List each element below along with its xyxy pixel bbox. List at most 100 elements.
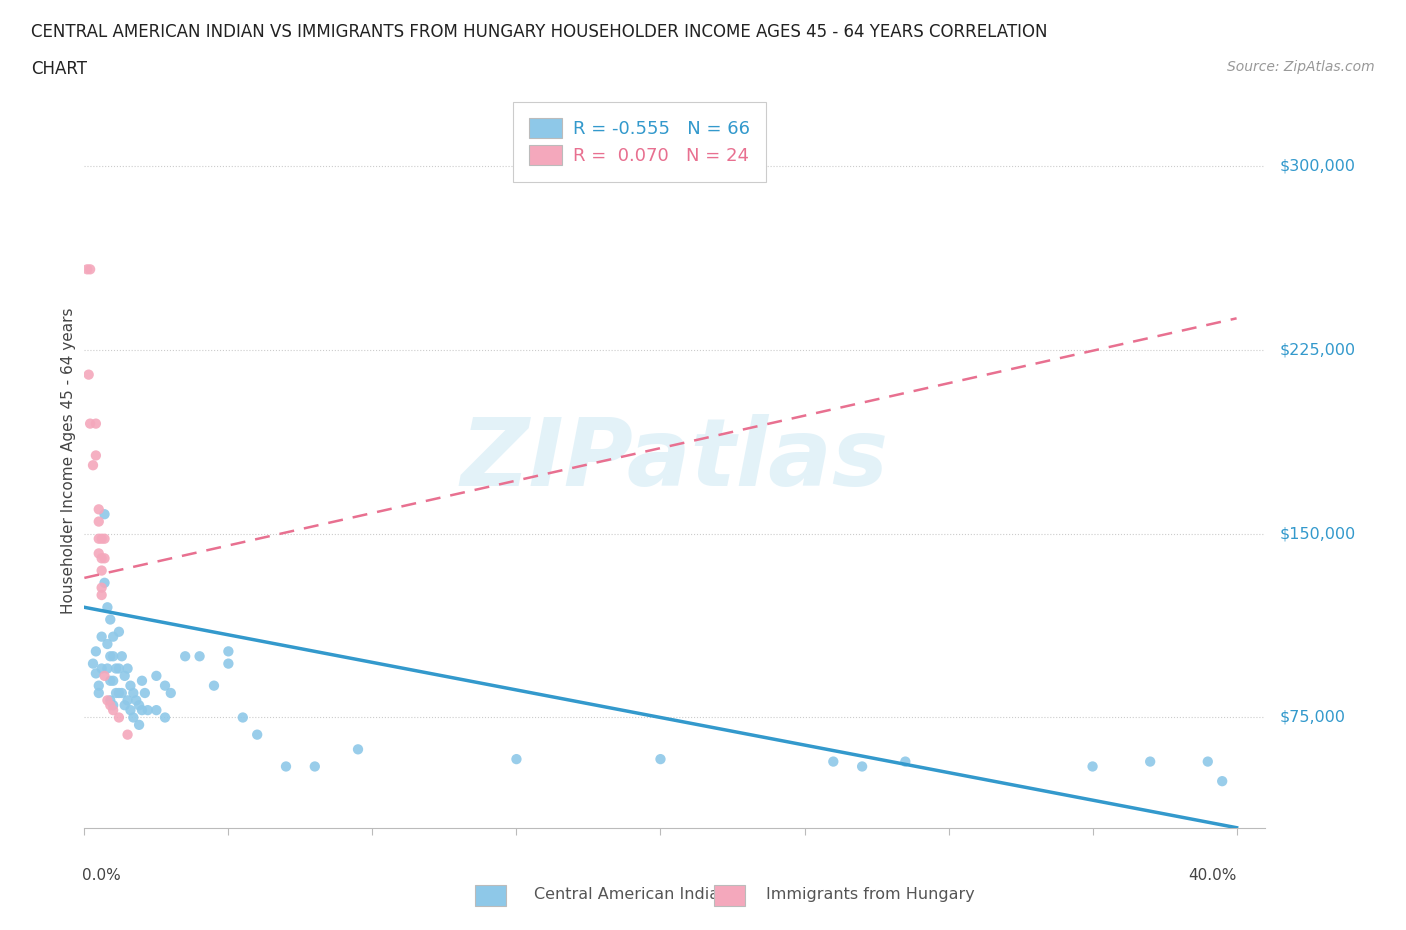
Point	[217, 657, 239, 671]
Point	[125, 693, 148, 708]
Point	[93, 576, 115, 591]
Point	[122, 685, 145, 700]
Point	[82, 657, 104, 671]
Point	[84, 666, 107, 681]
Point	[145, 669, 167, 684]
Point	[128, 717, 150, 732]
Point	[117, 661, 139, 676]
Y-axis label: Householder Income Ages 45 - 64 years: Householder Income Ages 45 - 64 years	[60, 307, 76, 614]
Point	[79, 417, 101, 432]
Point	[274, 759, 297, 774]
Point	[93, 531, 115, 546]
Point	[108, 624, 131, 639]
Text: Immigrants from Hungary: Immigrants from Hungary	[766, 887, 974, 902]
Point	[76, 262, 98, 277]
Point	[98, 649, 121, 664]
Point	[153, 678, 176, 693]
Point	[101, 630, 124, 644]
Point	[1211, 774, 1233, 789]
Point	[93, 551, 115, 565]
Point	[105, 661, 128, 676]
Point	[108, 661, 131, 676]
Point	[117, 727, 139, 742]
Point	[98, 673, 121, 688]
Text: $225,000: $225,000	[1279, 342, 1355, 358]
Point	[120, 678, 142, 693]
Point	[650, 751, 672, 766]
Point	[96, 600, 118, 615]
Point	[84, 417, 107, 432]
Point	[93, 507, 115, 522]
Point	[98, 698, 121, 712]
Point	[128, 698, 150, 712]
Point	[136, 703, 159, 718]
Text: Central American Indians: Central American Indians	[534, 887, 738, 902]
Point	[90, 661, 112, 676]
Point	[174, 649, 197, 664]
Point	[1081, 759, 1104, 774]
Point	[84, 448, 107, 463]
Point	[105, 685, 128, 700]
Point	[347, 742, 370, 757]
Point	[122, 711, 145, 725]
Text: $150,000: $150,000	[1279, 526, 1355, 541]
Point	[90, 551, 112, 565]
Point	[108, 711, 131, 725]
Point	[90, 588, 112, 603]
Point	[823, 754, 845, 769]
Point	[101, 649, 124, 664]
Point	[96, 693, 118, 708]
Point	[90, 531, 112, 546]
Point	[111, 649, 134, 664]
Point	[246, 727, 269, 742]
Point	[87, 502, 110, 517]
Point	[96, 661, 118, 676]
Point	[108, 685, 131, 700]
Point	[1139, 754, 1161, 769]
Point	[77, 367, 100, 382]
Point	[87, 546, 110, 561]
Point	[84, 644, 107, 658]
Text: $75,000: $75,000	[1279, 710, 1346, 725]
Point	[101, 673, 124, 688]
Point	[87, 678, 110, 693]
Point	[82, 458, 104, 472]
Point	[79, 262, 101, 277]
Point	[894, 754, 917, 769]
Point	[217, 644, 239, 658]
Point	[188, 649, 211, 664]
Text: $300,000: $300,000	[1279, 159, 1355, 174]
Point	[114, 698, 136, 712]
Point	[90, 580, 112, 595]
Text: ZIPatlas: ZIPatlas	[461, 415, 889, 506]
Point	[114, 669, 136, 684]
Point	[101, 703, 124, 718]
Point	[505, 751, 527, 766]
Point	[93, 669, 115, 684]
Text: 40.0%: 40.0%	[1188, 868, 1237, 884]
Text: CENTRAL AMERICAN INDIAN VS IMMIGRANTS FROM HUNGARY HOUSEHOLDER INCOME AGES 45 - : CENTRAL AMERICAN INDIAN VS IMMIGRANTS FR…	[31, 23, 1047, 41]
Point	[131, 673, 153, 688]
Point	[90, 564, 112, 578]
Point	[87, 514, 110, 529]
Point	[98, 693, 121, 708]
Point	[153, 711, 176, 725]
Point	[202, 678, 225, 693]
Text: CHART: CHART	[31, 60, 87, 78]
Point	[120, 703, 142, 718]
Point	[117, 693, 139, 708]
Point	[98, 612, 121, 627]
Point	[87, 685, 110, 700]
Point	[131, 703, 153, 718]
Text: 0.0%: 0.0%	[82, 868, 121, 884]
Point	[111, 685, 134, 700]
Point	[232, 711, 254, 725]
Point	[87, 531, 110, 546]
Point	[90, 630, 112, 644]
Point	[159, 685, 181, 700]
Point	[1197, 754, 1219, 769]
Point	[134, 685, 156, 700]
Point	[145, 703, 167, 718]
Point	[304, 759, 326, 774]
Text: Source: ZipAtlas.com: Source: ZipAtlas.com	[1227, 60, 1375, 74]
